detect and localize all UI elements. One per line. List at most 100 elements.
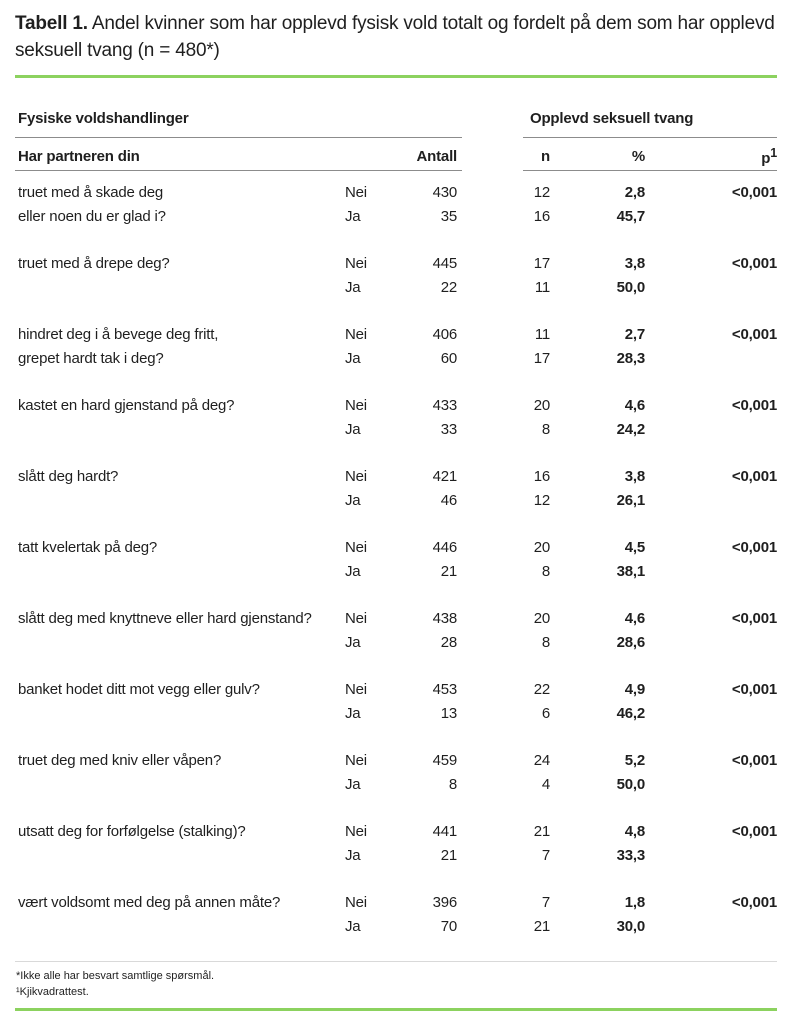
n-value: 12 (533, 183, 550, 201)
n-value: 7 (541, 893, 550, 911)
table-caption: Andel kvinner som har opplevd fysisk vol… (15, 13, 775, 61)
n-value: 8 (541, 562, 550, 580)
p-value: <0,001 (731, 893, 777, 911)
antall-value: 438 (432, 609, 458, 627)
top-accent-rule (15, 75, 777, 78)
question-cell: slått deg hardt? (18, 467, 119, 485)
n-value: 16 (533, 207, 550, 225)
pct-value: 50,0 (616, 775, 646, 793)
row-line-ja: Ja 28 8 28,6 (15, 630, 777, 654)
row-line-nei: tatt kvelertak på deg? Nei 446 20 4,5 <0,001 (15, 535, 777, 559)
pct-value: 2,7 (624, 325, 645, 343)
page-title: Tabell 1. Andel kvinner som har opplevd … (15, 10, 777, 64)
answer-label: Ja (345, 633, 361, 651)
n-value: 8 (541, 420, 550, 438)
row-line-ja: Ja 22 11 50,0 (15, 275, 777, 299)
pct-value: 3,8 (624, 254, 645, 272)
row-line-nei: vært voldsomt med deg på annen måte? Nei 3… (15, 890, 777, 914)
table-row: truet med å drepe deg? Nei 445 17 3,8 <0,001 J… (15, 251, 777, 299)
p-superscript: 1 (770, 145, 777, 160)
question-cell: eller noen du er glad i? (18, 207, 166, 225)
column-header-row: Har partneren din Antall n % p1 (15, 144, 777, 168)
row-line-ja: grepet hardt tak i deg? Ja 60 17 28,3 (15, 346, 777, 370)
column-header-pct: % (631, 147, 645, 165)
table-row: hindret deg i å bevege deg fritt, Nei 406 1… (15, 322, 777, 370)
answer-label: Ja (345, 207, 361, 225)
pct-value: 4,6 (624, 609, 645, 627)
answer-label: Nei (345, 751, 367, 769)
pct-value: 28,6 (616, 633, 646, 651)
antall-value: 8 (448, 775, 457, 793)
answer-label: Nei (345, 325, 367, 343)
n-value: 22 (533, 680, 550, 698)
table-row: slått deg hardt? Nei 421 16 3,8 <0,001 Ja 46 12 2… (15, 464, 777, 512)
pct-value: 28,3 (616, 349, 646, 367)
answer-label: Nei (345, 893, 367, 911)
antall-value: 35 (440, 207, 457, 225)
row-line-nei: hindret deg i å bevege deg fritt, Nei 406 1… (15, 322, 777, 346)
p-value: <0,001 (731, 609, 777, 627)
p-value: <0,001 (731, 183, 777, 201)
pct-value: 2,8 (624, 183, 645, 201)
pct-value: 4,6 (624, 396, 645, 414)
pct-value: 4,5 (624, 538, 645, 556)
answer-label: Ja (345, 917, 361, 935)
n-value: 7 (541, 846, 550, 864)
pct-value: 1,8 (624, 893, 645, 911)
row-line-ja: Ja 46 12 26,1 (15, 488, 777, 512)
row-line-ja: Ja 13 6 46,2 (15, 701, 777, 725)
antall-value: 441 (432, 822, 458, 840)
table-row: truet deg med kniv eller våpen? Nei 459 24 5… (15, 748, 777, 796)
pct-value: 50,0 (616, 278, 646, 296)
n-value: 20 (533, 396, 550, 414)
question-cell: truet med å skade deg (18, 183, 164, 201)
n-value: 8 (541, 633, 550, 651)
table-row: slått deg med knyttneve eller hard gjens… (15, 606, 777, 654)
row-line-ja: Ja 8 4 50,0 (15, 772, 777, 796)
table-number: Tabell 1. (15, 13, 88, 34)
row-line-nei: utsatt deg for forfølgelse (stalking)? Ne… (15, 819, 777, 843)
pct-value: 24,2 (616, 420, 646, 438)
antall-value: 396 (432, 893, 458, 911)
question-cell: truet med å drepe deg? (18, 254, 170, 272)
footnote-separator (15, 961, 777, 962)
column-header-question: Har partneren din (18, 147, 140, 165)
antall-value: 28 (440, 633, 457, 651)
table-row: kastet en hard gjenstand på deg? Nei 433 20… (15, 393, 777, 441)
group-header-rule (15, 137, 777, 138)
antall-value: 13 (440, 704, 457, 722)
n-value: 21 (533, 917, 550, 935)
n-value: 11 (534, 325, 550, 343)
answer-label: Nei (345, 538, 367, 556)
table-rows: truet med å skade deg Nei 430 12 2,8 <0,001 el… (15, 180, 777, 938)
pct-value: 3,8 (624, 467, 645, 485)
row-line-ja: Ja 70 21 30,0 (15, 914, 777, 938)
p-value: <0,001 (731, 680, 777, 698)
antall-value: 406 (432, 325, 458, 343)
answer-label: Nei (345, 183, 367, 201)
p-value: <0,001 (731, 467, 777, 485)
table-row: vært voldsomt med deg på annen måte? Nei 3… (15, 890, 777, 938)
answer-label: Nei (345, 467, 367, 485)
antall-value: 70 (440, 917, 457, 935)
antall-value: 446 (432, 538, 458, 556)
column-header-n: n (541, 147, 550, 165)
answer-label: Ja (345, 349, 361, 367)
answer-label: Ja (345, 562, 361, 580)
answer-label: Ja (345, 704, 361, 722)
answer-label: Nei (345, 680, 367, 698)
n-value: 16 (533, 467, 550, 485)
p-value: <0,001 (731, 325, 777, 343)
antall-value: 459 (432, 751, 458, 769)
question-cell: vært voldsomt med deg på annen måte? (18, 893, 281, 911)
antall-value: 430 (432, 183, 458, 201)
pct-value: 4,9 (624, 680, 645, 698)
answer-label: Nei (345, 254, 367, 272)
antall-value: 60 (440, 349, 457, 367)
n-value: 20 (533, 538, 550, 556)
antall-value: 433 (432, 396, 458, 414)
answer-label: Nei (345, 396, 367, 414)
column-header-p: p1 (761, 145, 777, 167)
answer-label: Ja (345, 420, 361, 438)
